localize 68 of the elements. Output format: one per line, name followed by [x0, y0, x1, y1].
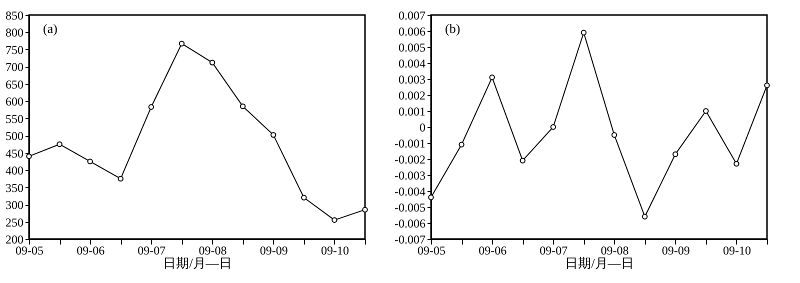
- point: [672, 151, 678, 158]
- x-tick-label: 09-07: [540, 244, 568, 258]
- x-axis-title: 日期/月—日: [565, 256, 634, 270]
- y-tick-label: 300: [6, 198, 24, 212]
- point: [520, 158, 526, 164]
- y-tick-label: 0.003: [398, 72, 426, 86]
- annotation: (b): [445, 21, 460, 36]
- point: [611, 132, 618, 138]
- point: [332, 217, 338, 223]
- y-tick-label: 500: [6, 129, 24, 144]
- y-tick-label: 0: [420, 120, 426, 134]
- point: [642, 214, 648, 220]
- y-tick-label: -0.007: [394, 232, 426, 246]
- point: [148, 104, 154, 110]
- point: [270, 132, 276, 138]
- y-tick-label: -0.006: [394, 216, 426, 230]
- y-tick-label: 350: [6, 180, 24, 195]
- y-tick-label: 200: [6, 232, 24, 246]
- y-tick-label: 0.002: [398, 88, 426, 102]
- point: [209, 60, 216, 66]
- x-axis-title: 日期/月—日: [163, 256, 232, 270]
- y-tick-label: 0.007: [398, 8, 426, 22]
- y-tick-label: 450: [6, 146, 24, 160]
- x-tick-label: 09-10: [722, 244, 751, 258]
- point: [118, 176, 124, 182]
- x-tick-label: 09-06: [478, 244, 507, 258]
- x-tick-label: 09-10: [320, 244, 349, 258]
- y-tick-label: 0.006: [398, 24, 426, 38]
- point: [734, 160, 740, 167]
- point: [489, 74, 495, 80]
- x-tick-label: 09-08: [600, 244, 629, 258]
- x-tick-label: 09-05: [16, 244, 44, 258]
- point: [56, 141, 62, 148]
- x-tick-label: 09-09: [260, 244, 288, 258]
- point: [458, 142, 464, 148]
- y-tick-label: 650: [6, 77, 24, 92]
- y-tick-label: 0.005: [398, 40, 426, 54]
- y-tick-label: -0.001: [394, 136, 426, 150]
- point: [362, 206, 368, 213]
- y-tick-label: 850: [6, 8, 24, 22]
- point: [301, 194, 307, 200]
- y-tick-label: 0.001: [398, 104, 426, 118]
- y-tick-label: 0.004: [398, 56, 426, 70]
- y-tick-label: 600: [6, 94, 24, 109]
- y-tick-label: -0.004: [394, 184, 426, 198]
- point: [580, 30, 587, 36]
- point: [764, 82, 770, 88]
- y-tick-label: 400: [6, 164, 24, 178]
- x-tick-label: 09-07: [138, 244, 166, 258]
- x-tick-label: 09-05: [418, 244, 446, 258]
- point: [240, 103, 246, 110]
- y-tick-label: 700: [6, 60, 24, 74]
- point: [428, 194, 434, 200]
- annotation: (a): [43, 21, 58, 36]
- x-tick-label: 09-08: [198, 244, 227, 258]
- y-tick-label: 550: [6, 112, 24, 126]
- x-tick-label: 09-06: [76, 244, 105, 258]
- y-tick-label: -0.003: [394, 168, 426, 182]
- point: [550, 124, 556, 130]
- x-tick-label: 09-09: [662, 244, 690, 258]
- y-tick-label: 800: [6, 26, 24, 40]
- point: [178, 40, 185, 46]
- point: [87, 158, 93, 164]
- y-tick-label: 750: [6, 42, 24, 57]
- y-tick-label: -0.002: [394, 152, 426, 166]
- y-tick-label: -0.005: [394, 200, 426, 214]
- point: [703, 108, 709, 114]
- y-tick-label: 250: [6, 215, 24, 230]
